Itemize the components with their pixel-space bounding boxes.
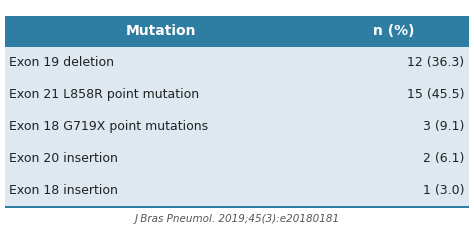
Bar (5, 206, 469, 208)
Text: Exon 18 G719X point mutations: Exon 18 G719X point mutations (9, 120, 209, 133)
Text: 15 (45.5): 15 (45.5) (407, 88, 465, 101)
Text: Mutation: Mutation (126, 25, 196, 38)
Text: Exon 18 insertion: Exon 18 insertion (9, 184, 119, 197)
Text: 12 (36.3): 12 (36.3) (407, 56, 465, 69)
Text: Exon 21 L858R point mutation: Exon 21 L858R point mutation (9, 88, 200, 101)
Bar (5, 47, 469, 79)
Text: 3 (9.1): 3 (9.1) (423, 120, 465, 133)
Bar (5, 79, 469, 111)
Text: Exon 19 deletion: Exon 19 deletion (9, 56, 115, 69)
Bar (5, 174, 469, 206)
Text: J Bras Pneumol. 2019;45(3):e20180181: J Bras Pneumol. 2019;45(3):e20180181 (135, 214, 339, 224)
Bar (5, 16, 469, 47)
Text: 1 (3.0): 1 (3.0) (423, 184, 465, 197)
Bar (5, 142, 469, 174)
Text: Exon 20 insertion: Exon 20 insertion (9, 152, 119, 165)
Text: 2 (6.1): 2 (6.1) (423, 152, 465, 165)
Bar (5, 111, 469, 142)
Text: n (%): n (%) (373, 25, 414, 38)
